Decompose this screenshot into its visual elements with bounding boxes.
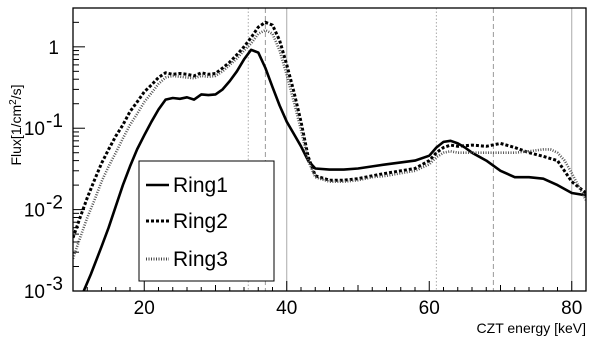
y-axis-label-main: Flux[1/cm (8, 105, 24, 166)
legend: Ring1 Ring2 Ring3 (138, 160, 275, 282)
series-line-ring2 (73, 20, 586, 239)
axis-ticks (72, 7, 587, 292)
x-tick-label: 40 (276, 298, 297, 319)
y-tick-label: 10 (24, 201, 45, 222)
y-axis-label: Flux[1/cm2/s] (8, 84, 24, 165)
y-tick-label-exponent: -3 (46, 274, 63, 295)
y-tick-label-exponent: -2 (46, 193, 63, 214)
y-tick-label-exponent: -1 (46, 111, 63, 132)
y-tick-label: 10 (24, 119, 45, 140)
x-tick-label: 20 (134, 298, 155, 319)
y-axis-label-superscript: 2 (8, 99, 19, 105)
series-line-ring1 (82, 48, 586, 291)
x-tick-label: 80 (561, 298, 582, 319)
y-tick-label: 10 (24, 282, 45, 303)
x-tick-label: 60 (419, 298, 440, 319)
legend-label-ring1: Ring1 (173, 174, 228, 197)
series-layer (73, 20, 586, 291)
series-line-ring3 (73, 28, 586, 260)
x-axis-label: CZT energy [keV] (477, 320, 586, 336)
legend-label-ring2: Ring2 (173, 210, 228, 233)
y-axis-label-tail: /s] (8, 84, 24, 99)
legend-label-ring3: Ring3 (173, 248, 228, 271)
y-tick-label: 1 (48, 38, 59, 59)
